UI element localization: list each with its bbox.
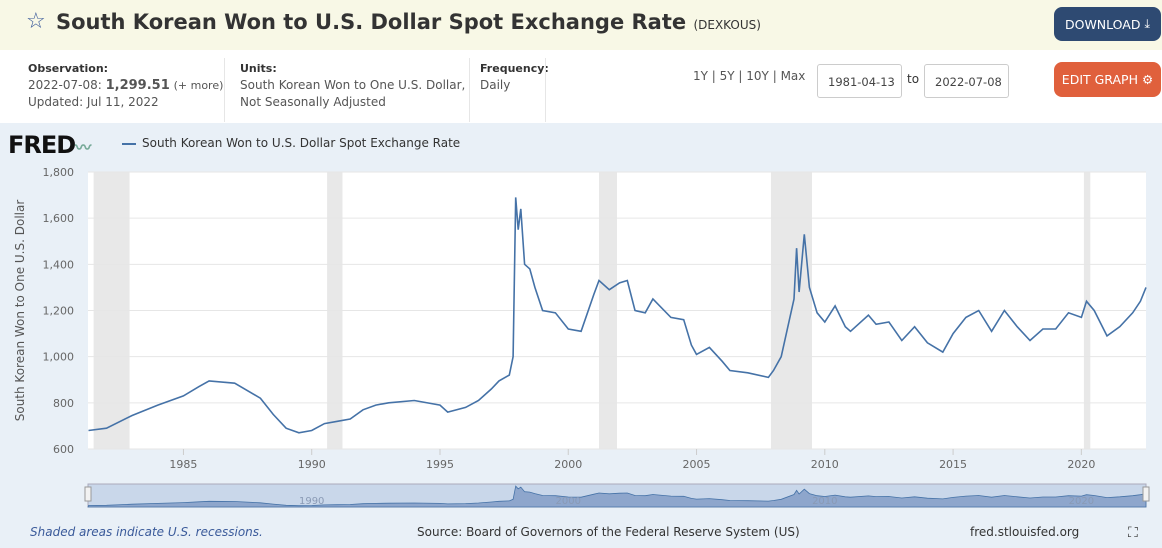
legend-line	[122, 142, 136, 145]
x-tick-label: 2010	[811, 458, 839, 471]
edit-graph-label: EDIT GRAPH	[1061, 72, 1138, 87]
navigator-tick-label: 2000	[556, 496, 581, 507]
more-link[interactable]: (+ more)	[173, 79, 224, 92]
gear-icon: ⚙	[1141, 72, 1154, 87]
recession-note: Shaded areas indicate U.S. recessions.	[30, 525, 263, 539]
series-code: (DEXKOUS)	[693, 18, 761, 32]
range-max[interactable]: Max	[780, 69, 806, 83]
units-block: Units: South Korean Won to One U.S. Doll…	[240, 60, 465, 111]
y-tick-label: 1,000	[43, 351, 75, 364]
updated-date: Updated: Jul 11, 2022	[28, 95, 159, 109]
legend: South Korean Won to U.S. Dollar Spot Exc…	[122, 136, 460, 150]
y-tick-label: 1,600	[43, 212, 75, 225]
download-label: DOWNLOAD	[1064, 16, 1141, 32]
site-link[interactable]: fred.stlouisfed.org	[970, 525, 1080, 539]
navigator-series	[87, 485, 1147, 508]
y-tick-label: 800	[53, 397, 74, 410]
to-label: to	[907, 72, 920, 86]
graph-area: FRED〰 South Korean Won to U.S. Dollar Sp…	[0, 123, 1162, 548]
x-tick-label: 2020	[1067, 458, 1095, 471]
title-bar: ☆ South Korean Won to U.S. Dollar Spot E…	[0, 0, 1162, 50]
source-note: Source: Board of Governors of the Federa…	[417, 525, 800, 539]
y-tick-label: 1,200	[43, 305, 75, 318]
x-tick-label: 1990	[298, 458, 326, 471]
navigator-tick-label: 2010	[812, 496, 837, 507]
units-label: Units:	[240, 62, 277, 75]
y-tick-label: 1,400	[43, 258, 75, 271]
fullscreen-icon[interactable]: ⛶	[1128, 525, 1138, 541]
navigator-handle[interactable]	[84, 486, 92, 502]
start-date-input[interactable]: 1981-04-13	[817, 64, 902, 98]
units-line-1: South Korean Won to One U.S. Dollar,	[240, 78, 466, 92]
range-5y[interactable]: 5Y	[719, 69, 735, 83]
chart-logo-icon: 〰	[75, 138, 91, 157]
x-tick-label: 1995	[426, 458, 454, 471]
download-button[interactable]: DOWNLOAD ⤓	[1054, 7, 1161, 41]
title-text: South Korean Won to U.S. Dollar Spot Exc…	[56, 10, 687, 34]
obs-label: Observation:	[28, 62, 109, 75]
y-tick-label: 1,800	[43, 166, 75, 179]
star-icon[interactable]: ☆	[26, 9, 46, 34]
divider	[545, 58, 546, 122]
divider	[469, 58, 470, 122]
range-links: 1Y | 5Y | 10Y | Max	[693, 69, 806, 83]
y-axis-label: South Korean Won to One U.S. Dollar	[13, 200, 27, 422]
fred-logo: FRED〰	[8, 131, 91, 159]
frequency-label: Frequency:	[480, 62, 549, 75]
y-tick-label: 600	[53, 443, 74, 456]
observation-block: Observation: 2022-07-08: 1,299.51 (+ mor…	[28, 60, 223, 111]
x-tick-label: 2015	[939, 458, 967, 471]
navigator-tick-label: 2020	[1069, 496, 1094, 507]
navigator-handle[interactable]	[1142, 486, 1150, 502]
obs-date: 2022-07-08:	[28, 78, 102, 92]
x-tick-label: 1985	[169, 458, 197, 471]
page-title: South Korean Won to U.S. Dollar Spot Exc…	[56, 10, 761, 34]
edit-graph-button[interactable]: EDIT GRAPH ⚙	[1054, 62, 1161, 97]
range-10y[interactable]: 10Y	[746, 69, 769, 83]
series-line	[88, 197, 1147, 434]
logo-text: FRED	[8, 131, 76, 159]
obs-value: 1,299.51	[105, 78, 170, 93]
x-tick-label: 2000	[554, 458, 582, 471]
end-date-input[interactable]: 2022-07-08	[924, 64, 1009, 98]
divider	[224, 58, 225, 122]
navigator-tick-label: 1990	[299, 496, 324, 507]
legend-label: South Korean Won to U.S. Dollar Spot Exc…	[142, 136, 461, 150]
download-icon: ⤓	[1144, 16, 1151, 31]
x-tick-label: 2005	[683, 458, 711, 471]
chart-svg[interactable]: 600 800 1,000 1,200 1,400 1,600 1,800 1985 1990 1…	[0, 123, 1162, 548]
units-line-2: Not Seasonally Adjusted	[240, 95, 386, 109]
frequency-value: Daily	[480, 78, 511, 92]
range-1y[interactable]: 1Y	[693, 69, 708, 83]
frequency-block: Frequency: Daily	[480, 60, 549, 94]
